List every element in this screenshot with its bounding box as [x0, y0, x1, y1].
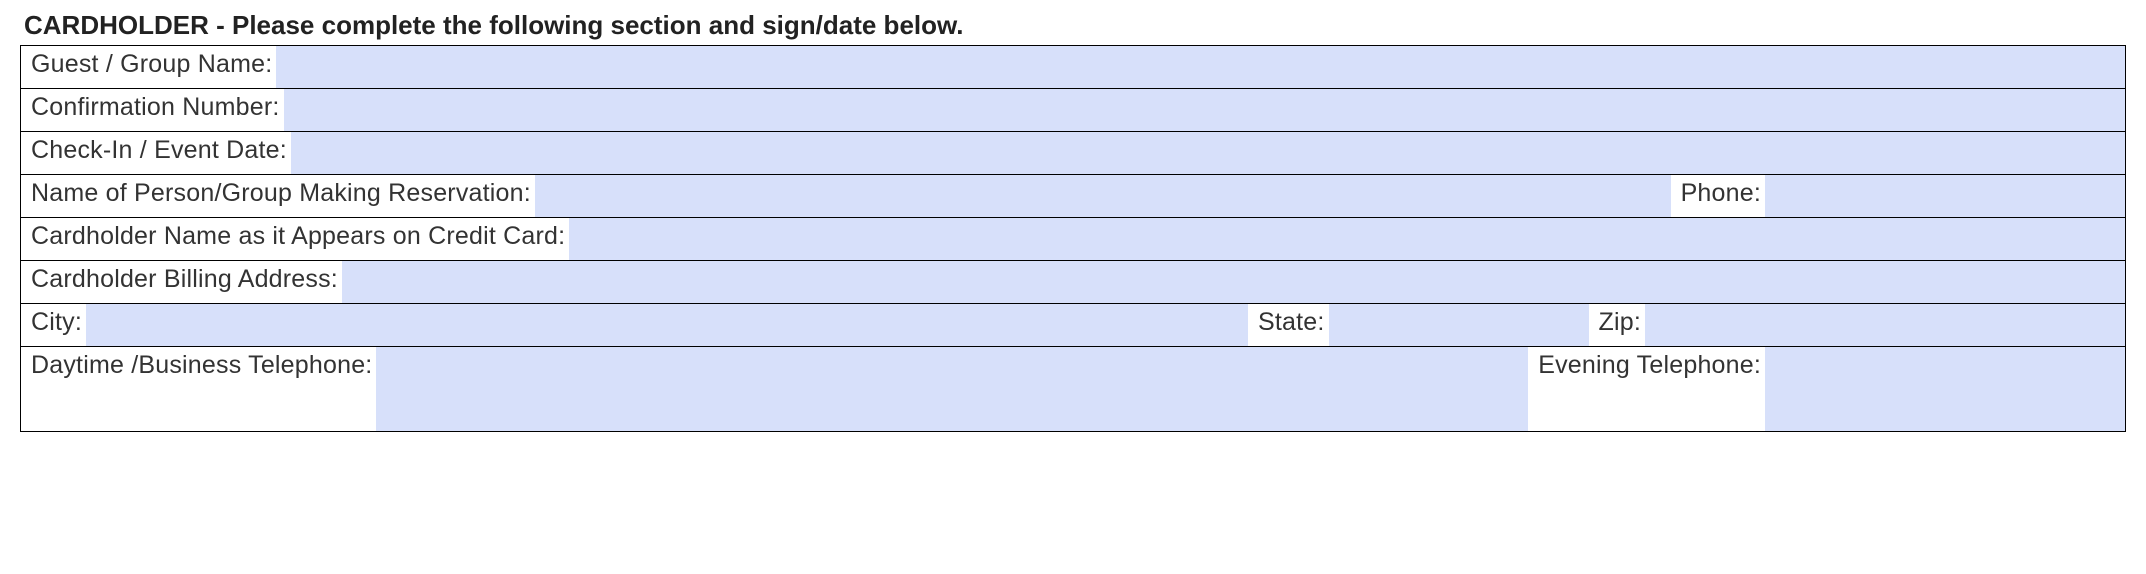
row-cardholder-name: Cardholder Name as it Appears on Credit …: [21, 218, 2125, 260]
row-confirmation-number: Confirmation Number:: [21, 89, 2125, 131]
input-billing-address[interactable]: [342, 261, 2125, 303]
input-confirmation-number[interactable]: [284, 89, 2125, 131]
label-zip: Zip:: [1589, 304, 1645, 346]
input-city[interactable]: [86, 304, 1248, 346]
row-city-state-zip: City: State: Zip:: [21, 304, 2125, 346]
label-phone: Phone:: [1671, 175, 1765, 217]
input-reservation-name[interactable]: [535, 175, 1671, 217]
input-cardholder-name[interactable]: [569, 218, 2125, 260]
label-daytime-phone: Daytime /Business Telephone:: [21, 347, 376, 431]
input-zip[interactable]: [1645, 304, 2125, 346]
input-phone[interactable]: [1765, 175, 2125, 217]
input-state[interactable]: [1329, 304, 1589, 346]
label-checkin-event-date: Check-In / Event Date:: [21, 132, 291, 174]
label-billing-address: Cardholder Billing Address:: [21, 261, 342, 303]
row-telephones: Daytime /Business Telephone: Evening Tel…: [21, 347, 2125, 431]
row-checkin-event-date: Check-In / Event Date:: [21, 132, 2125, 174]
label-reservation-name: Name of Person/Group Making Reservation:: [21, 175, 535, 217]
section-heading: CARDHOLDER - Please complete the followi…: [24, 10, 2126, 41]
label-cardholder-name: Cardholder Name as it Appears on Credit …: [21, 218, 569, 260]
input-daytime-phone[interactable]: [376, 347, 1528, 431]
label-state: State:: [1248, 304, 1329, 346]
label-evening-phone: Evening Telephone:: [1528, 347, 1765, 431]
row-guest-group-name: Guest / Group Name:: [21, 46, 2125, 88]
input-evening-phone[interactable]: [1765, 347, 2125, 431]
label-guest-group-name: Guest / Group Name:: [21, 46, 276, 88]
row-billing-address: Cardholder Billing Address:: [21, 261, 2125, 303]
label-confirmation-number: Confirmation Number:: [21, 89, 284, 131]
label-city: City:: [21, 304, 86, 346]
input-guest-group-name[interactable]: [276, 46, 2125, 88]
row-reservation-name: Name of Person/Group Making Reservation:…: [21, 175, 2125, 217]
cardholder-form-table: Guest / Group Name: Confirmation Number:…: [20, 45, 2126, 432]
input-checkin-event-date[interactable]: [291, 132, 2125, 174]
